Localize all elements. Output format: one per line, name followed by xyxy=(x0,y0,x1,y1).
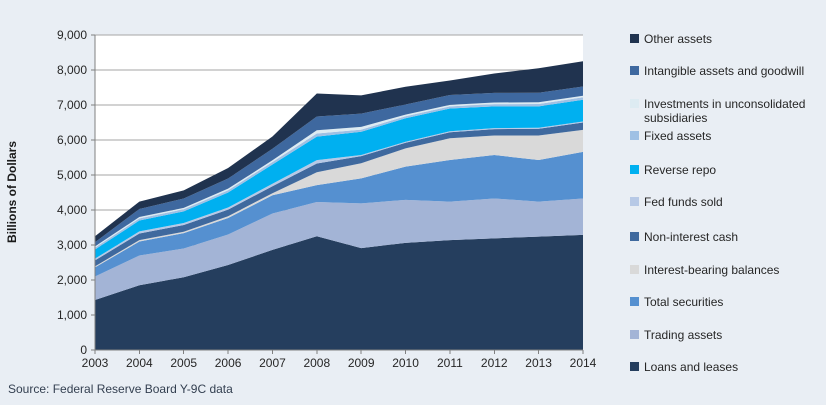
legend-swatch-non-interest-cash xyxy=(630,232,639,241)
area-interest-bearing-balances xyxy=(95,129,583,268)
legend-swatch-reverse-repo xyxy=(630,165,639,174)
legend-label-reverse-repo: Reverse repo xyxy=(644,163,717,177)
legend-item-fed-funds-sold: Fed funds sold xyxy=(630,195,723,209)
legend-swatch-other-assets xyxy=(630,34,639,43)
area-intangible-assets-and-goodwill xyxy=(95,86,583,247)
y-axis-tick-labels: 0 1,000 2,000 3,000 4,000 5,000 6,000 7,000 8,00… xyxy=(57,28,87,357)
legend-label-non-interest-cash: Non-interest cash xyxy=(644,230,739,244)
y-tick-label-6-000: 6,000 xyxy=(57,133,87,147)
y-axis-title: Billions of Dollars xyxy=(5,141,19,243)
legend-item-non-interest-cash: Non-interest cash xyxy=(630,230,738,244)
legend-swatch-loans-and-leases xyxy=(630,362,639,371)
stacked-area-chart: 0 1,000 2,000 3,000 4,000 5,000 6,000 7,000 8,00… xyxy=(5,28,597,370)
area-reverse-repo xyxy=(95,99,583,259)
legend-swatch-fed-funds-sold xyxy=(630,197,639,206)
x-tick-label-2004: 2004 xyxy=(126,356,153,370)
y-tick-label-3-000: 3,000 xyxy=(57,238,87,252)
area-other-assets xyxy=(95,61,583,243)
legend-label-total-securities: Total securities xyxy=(644,295,724,309)
legend-item-total-securities: Total securities xyxy=(630,295,723,309)
legend-label-investments-in-unconsolidated-subsidiaries: Investments in unconsolidated subsidiari… xyxy=(644,97,806,125)
legend-label-interest-bearing-balances: Interest-bearing balances xyxy=(644,263,780,277)
y-tick-label-8-000: 8,000 xyxy=(57,63,87,77)
x-tick-label-2012: 2012 xyxy=(481,356,508,370)
legend-swatch-interest-bearing-balances xyxy=(630,265,639,274)
area-series-group xyxy=(95,61,583,350)
legend-label-other-assets: Other assets xyxy=(644,32,713,46)
y-tick-label-7-000: 7,000 xyxy=(57,98,87,112)
x-tick-label-2009: 2009 xyxy=(348,356,375,370)
chart-legend: Other assets Intangible assets and goodwi… xyxy=(630,0,826,405)
y-tick-label-1-000: 1,000 xyxy=(57,308,87,322)
legend-item-investments-in-unconsolidated-subsidiaries: Investments in unconsolidated subsidiari… xyxy=(630,97,822,125)
legend-item-reverse-repo: Reverse repo xyxy=(630,163,716,177)
legend-label-intangible-assets-and-goodwill: Intangible assets and goodwill xyxy=(644,64,805,78)
legend-item-interest-bearing-balances: Interest-bearing balances xyxy=(630,263,779,277)
axes xyxy=(91,34,584,354)
legend-item-intangible-assets-and-goodwill: Intangible assets and goodwill xyxy=(630,64,804,78)
legend-swatch-intangible-assets-and-goodwill xyxy=(630,66,639,75)
x-tick-label-2005: 2005 xyxy=(170,356,197,370)
x-tick-label-2007: 2007 xyxy=(259,356,286,370)
legend-swatch-investments-in-unconsolidated-subsidiaries xyxy=(630,99,639,108)
x-tick-label-2014: 2014 xyxy=(570,356,597,370)
legend-label-trading-assets: Trading assets xyxy=(644,328,723,342)
x-tick-label-2010: 2010 xyxy=(392,356,419,370)
x-tick-label-2006: 2006 xyxy=(215,356,242,370)
x-tick-label-2008: 2008 xyxy=(303,356,330,370)
y-tick-label-0: 0 xyxy=(80,343,87,357)
legend-item-other-assets: Other assets xyxy=(630,32,712,46)
legend-swatch-fixed-assets xyxy=(630,131,639,140)
legend-swatch-trading-assets xyxy=(630,330,639,339)
y-tick-label-2-000: 2,000 xyxy=(57,273,87,287)
y-tick-label-4-000: 4,000 xyxy=(57,203,87,217)
x-tick-label-2011: 2011 xyxy=(437,356,463,370)
source-note: Source: Federal Reserve Board Y-9C data xyxy=(8,382,233,396)
legend-item-fixed-assets: Fixed assets xyxy=(630,129,711,143)
area-total-securities xyxy=(95,151,583,277)
area-loans-and-leases xyxy=(95,234,583,350)
y-tick-label-9-000: 9,000 xyxy=(57,28,87,42)
area-trading-assets xyxy=(95,198,583,300)
legend-item-trading-assets: Trading assets xyxy=(630,328,722,342)
legend-label-loans-and-leases: Loans and leases xyxy=(644,360,739,374)
legend-swatch-total-securities xyxy=(630,297,639,306)
x-axis-tick-labels: 2003 2004 2005 2006 2007 2008 2009 2010 2011 2012… xyxy=(82,356,597,370)
legend-label-fed-funds-sold: Fed funds sold xyxy=(644,195,723,209)
legend-label-fixed-assets: Fixed assets xyxy=(644,129,712,143)
y-tick-label-5-000: 5,000 xyxy=(57,168,87,182)
x-tick-label-2013: 2013 xyxy=(525,356,552,370)
x-tick-label-2003: 2003 xyxy=(82,356,109,370)
legend-item-loans-and-leases: Loans and leases xyxy=(630,360,738,374)
